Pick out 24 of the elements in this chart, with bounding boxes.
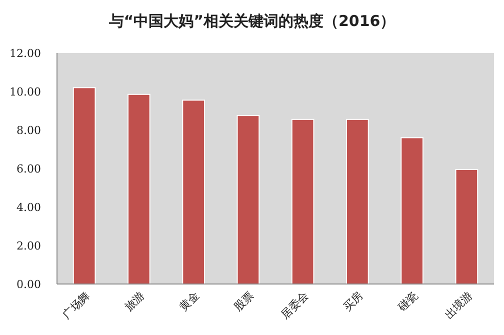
bar	[455, 168, 478, 284]
bar	[400, 137, 424, 284]
y-tick-label: 2.00	[16, 240, 41, 252]
x-tick-label: 黄金	[176, 288, 202, 314]
bar	[72, 87, 96, 284]
x-tick-label: 广场舞	[60, 288, 92, 322]
x-tick-label: 居委会	[278, 288, 311, 322]
bar	[236, 115, 260, 284]
y-tick-label: 6.00	[16, 162, 41, 176]
x-tick-label: 碰瓷	[394, 288, 420, 314]
y-tick-label: 10.00	[10, 86, 41, 98]
x-tick-label: 股票	[232, 288, 256, 314]
y-tick-label: 4.00	[16, 201, 41, 214]
bar	[182, 100, 205, 284]
y-tick-label: 12.00	[10, 47, 41, 60]
y-tick-label: 8.00	[16, 124, 41, 137]
y-tick-label: 0.00	[16, 278, 41, 291]
chart-title: 与“中国大妈”相关关键词的热度（2016）	[108, 12, 396, 30]
bar	[128, 94, 150, 284]
bar	[291, 118, 314, 284]
bar	[346, 118, 369, 284]
x-tick-label: 旅游	[122, 288, 148, 314]
x-tick-label: 买房	[340, 288, 366, 314]
x-tick-label: 出境游	[442, 288, 475, 322]
